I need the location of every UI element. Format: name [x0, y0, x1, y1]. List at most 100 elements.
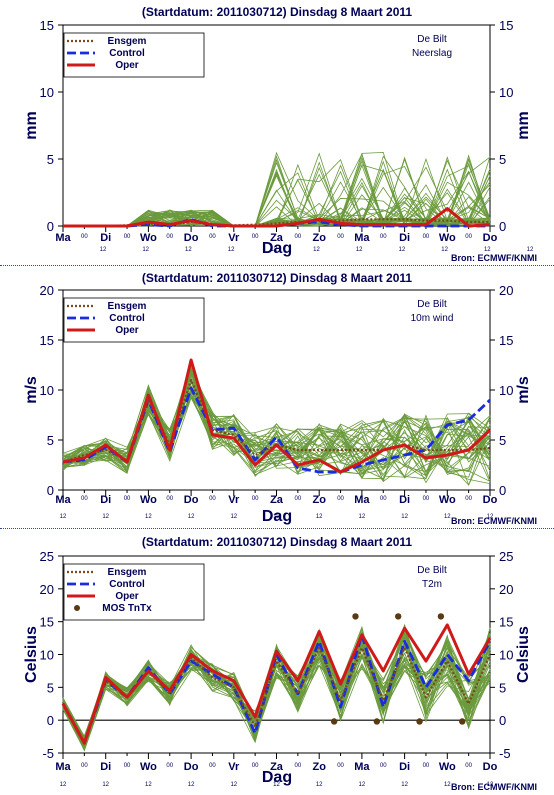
y-tick-label-right: 15	[499, 615, 513, 630]
x-minor-tick-label: 00	[295, 496, 302, 502]
x-tick-label: Ma	[354, 232, 370, 244]
x-tick-label: Zo	[312, 761, 326, 773]
x-minor-tick-label: 00	[252, 234, 259, 240]
x-subtick-label: 12	[145, 514, 152, 520]
x-subtick-label: 12	[230, 514, 237, 520]
x-minor-tick-label: 00	[81, 763, 88, 769]
x-subtick-label: 12	[185, 247, 192, 253]
ensemble-member-line	[62, 639, 491, 743]
legend-swatch-mos	[74, 605, 80, 611]
ensemble-member-line	[63, 168, 491, 227]
ensemble-member-line	[63, 157, 491, 227]
y-tick-label-left: 5	[47, 680, 54, 695]
ensemble-members	[62, 361, 491, 487]
y-tick-label-left: 0	[47, 483, 54, 498]
x-subtick-label: 12	[60, 782, 67, 788]
legend-label: Control	[109, 48, 145, 59]
x-tick-label: Wo	[439, 761, 456, 773]
chart-title: (Startdatum: 2011030712) Dinsdag 8 Maart…	[142, 5, 412, 19]
series-line-oper	[62, 358, 492, 474]
legend-label: Control	[109, 579, 145, 590]
x-minor-tick-label: 00	[465, 496, 472, 502]
legend-box	[63, 297, 205, 343]
x-minor-tick-label: 00	[423, 763, 430, 769]
ensemble-member-line	[62, 365, 491, 480]
x-tick-label: Za	[270, 232, 284, 244]
station-label: De Bilt	[417, 299, 447, 310]
y-tick-label-left: 20	[40, 582, 54, 597]
x-tick-label: Di	[399, 494, 410, 506]
panel-separator	[0, 528, 554, 529]
mos-point	[437, 613, 445, 620]
x-minor-tick-label: 00	[252, 763, 259, 769]
x-tick-label: Wo	[439, 494, 456, 506]
y-tick-label-left: 0	[47, 219, 54, 234]
mos-point	[394, 613, 402, 620]
y-tick-label-right: 0	[499, 483, 506, 498]
x-tick-label: Do	[483, 494, 498, 506]
x-minor-tick-label: 00	[337, 234, 344, 240]
source-label: Bron: ECMWF/KNMI	[451, 516, 537, 526]
y-tick-label-right: -5	[499, 746, 511, 761]
legend-label: Oper	[115, 591, 138, 602]
x-minor-tick-label: 00	[423, 496, 430, 502]
x-tick-label: Di	[100, 494, 111, 506]
x-minor-tick-label: 00	[124, 763, 131, 769]
x-tick-label: Zo	[312, 232, 326, 244]
x-tick-label: Do	[184, 494, 199, 506]
x-tick-label: Ma	[55, 761, 71, 773]
mos-point	[373, 718, 381, 725]
x-axis-label: Dag	[262, 240, 292, 257]
chart-panel-1: (Startdatum: 2011030712) Dinsdag 8 Maart…	[23, 5, 537, 263]
x-minor-tick-label: 00	[337, 496, 344, 502]
legend-label: Control	[109, 313, 145, 324]
y-tick-label-left: 5	[47, 152, 54, 167]
y-axis-label-right: Celsius	[515, 626, 532, 683]
y-tick-label-right: 5	[499, 680, 506, 695]
series-line-ensgem	[63, 218, 490, 228]
y-tick-label-left: 15	[40, 18, 54, 33]
x-minor-tick-label: 00	[124, 234, 131, 240]
y-tick-label-left: 10	[40, 648, 54, 663]
y-axis-label-left: m/s	[23, 376, 40, 404]
y-tick-label-right: 20	[499, 283, 513, 298]
x-subtick-label: 12	[527, 247, 534, 253]
x-tick-label: Di	[399, 761, 410, 773]
ensemble-members	[62, 623, 491, 752]
x-subtick-label: 12	[230, 782, 237, 788]
mos-point	[352, 613, 359, 620]
x-tick-label: Di	[399, 232, 410, 244]
x-tick-label: Za	[270, 761, 284, 773]
x-subtick-label: 12	[401, 782, 408, 788]
x-minor-tick-label: 00	[423, 234, 430, 240]
legend-label: Ensgem	[108, 301, 147, 312]
variable-label: Neerslag	[412, 48, 452, 59]
x-tick-label: Di	[100, 232, 111, 244]
ensemble-member-line	[62, 629, 491, 748]
mos-point	[416, 718, 423, 725]
chart-title: (Startdatum: 2011030712) Dinsdag 8 Maart…	[142, 271, 412, 285]
x-tick-label: Wo	[140, 761, 157, 773]
y-axis-label-left: mm	[23, 111, 40, 139]
y-tick-label-right: 10	[499, 85, 513, 100]
x-minor-tick-label: 00	[295, 234, 302, 240]
variable-label: T2m	[422, 579, 442, 590]
x-tick-label: Ma	[354, 761, 370, 773]
x-subtick-label: 12	[359, 514, 366, 520]
x-tick-label: Za	[270, 494, 284, 506]
panel-separator	[0, 265, 554, 266]
y-tick-label-right: 5	[499, 433, 506, 448]
y-tick-label-right: 0	[499, 219, 506, 234]
x-minor-tick-label: 00	[380, 234, 387, 240]
ensemble-members	[63, 151, 491, 227]
x-tick-label: Ma	[354, 494, 370, 506]
x-subtick-label: 12	[102, 514, 109, 520]
chart-panel-3: (Startdatum: 2011030712) Dinsdag 8 Maart…	[23, 535, 537, 792]
variable-label: 10m wind	[411, 313, 454, 324]
mos-point	[459, 718, 466, 725]
x-subtick-label: 12	[145, 782, 152, 788]
ensemble-member-line	[63, 186, 491, 227]
